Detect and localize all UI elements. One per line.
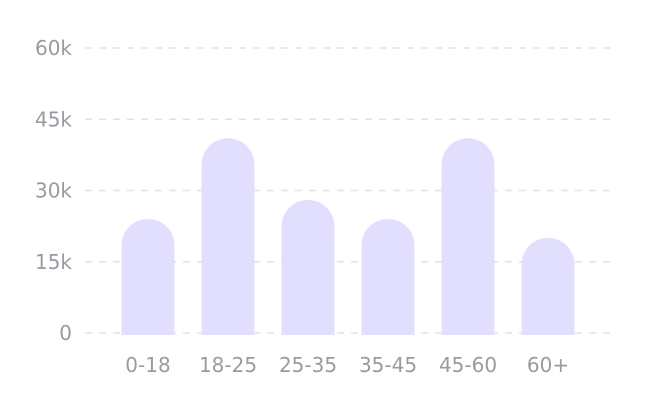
x-tick-label: 45-60 — [439, 353, 497, 377]
bar-35-45 — [361, 218, 415, 335]
bar-60+ — [521, 238, 575, 335]
y-axis-tick-labels: 0 15k 30k 45k 60k — [35, 36, 72, 345]
x-axis-tick-labels: 0-18 18-25 25-35 35-45 45-60 60+ — [125, 353, 569, 377]
bars-layer — [121, 138, 575, 335]
x-tick-label: 25-35 — [279, 353, 337, 377]
y-tick-label: 15k — [35, 250, 72, 274]
x-tick-label: 35-45 — [359, 353, 417, 377]
x-tick-label: 18-25 — [199, 353, 257, 377]
bar-18-25 — [201, 138, 255, 335]
y-tick-label: 45k — [35, 107, 72, 131]
x-tick-label: 0-18 — [125, 353, 170, 377]
y-tick-label: 60k — [35, 36, 72, 60]
bar-0-18 — [121, 218, 175, 335]
y-tick-label: 30k — [35, 179, 72, 203]
bar-45-60 — [441, 138, 495, 335]
y-tick-label: 0 — [59, 321, 72, 345]
x-tick-label: 60+ — [527, 353, 569, 377]
bar-25-35 — [281, 200, 335, 335]
